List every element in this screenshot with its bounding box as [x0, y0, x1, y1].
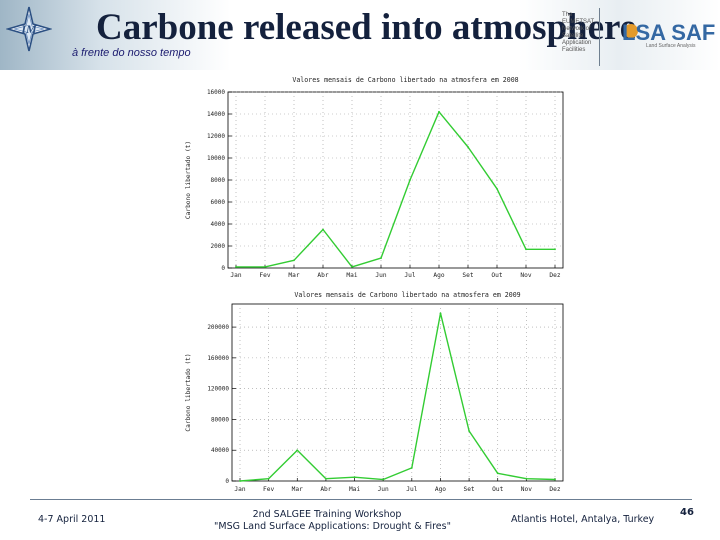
data-point — [353, 476, 356, 479]
y-axis-label: Carbono libertado (t) — [185, 141, 192, 219]
x-tick-label: Mar — [292, 486, 303, 493]
x-tick-label: Abr — [320, 486, 331, 493]
x-tick-label: Jun — [375, 272, 386, 279]
x-tick-label: Ago — [433, 272, 444, 279]
partner-network-text: The EUMETSAT Network of Satellite Applic… — [562, 12, 595, 53]
x-tick-label: Dez — [549, 486, 560, 493]
x-tick-label: Set — [463, 486, 474, 493]
data-point — [296, 449, 299, 452]
footer-event: 2nd SALGEE Training Workshop "MSG Land S… — [214, 509, 451, 533]
x-tick-label: Mai — [349, 486, 360, 493]
data-point — [496, 187, 498, 190]
y-tick-label: 16000 — [207, 89, 225, 96]
y-tick-label: 80000 — [211, 416, 229, 423]
y-tick-label: 10000 — [207, 155, 225, 162]
data-point — [382, 478, 385, 481]
data-point — [380, 257, 382, 259]
y-tick-label: 0 — [221, 265, 225, 272]
series-line — [239, 312, 556, 482]
data-point — [322, 228, 324, 231]
data-point — [325, 477, 327, 480]
lsa-saf-logo-text: LSA SAF — [622, 20, 716, 45]
y-tick-label: 14000 — [207, 111, 225, 118]
chart-2008: Valores mensais de Carbono libertado na … — [180, 72, 570, 284]
y-tick-label: 2000 — [211, 243, 226, 250]
lsa-saf-orb-icon — [624, 24, 638, 38]
page-number: 46 — [680, 507, 694, 518]
y-tick-label: 160000 — [207, 355, 229, 362]
x-tick-label: Jun — [378, 486, 389, 493]
data-point — [554, 478, 556, 481]
x-tick-label: Nov — [520, 272, 531, 279]
x-tick-label: Ago — [435, 486, 446, 493]
data-point — [496, 472, 499, 475]
data-point — [525, 477, 528, 480]
x-tick-label: Jul — [404, 272, 415, 279]
x-tick-label: Mar — [288, 272, 299, 279]
data-point — [438, 110, 440, 113]
lsa-saf-logo: LSA SAF Land Surface Analysis — [622, 20, 715, 49]
y-tick-label: 0 — [225, 478, 229, 485]
footer-date: 4-7 April 2011 — [38, 514, 106, 525]
plot-frame — [231, 303, 564, 482]
data-point — [554, 248, 556, 251]
x-tick-label: Dez — [549, 272, 560, 279]
x-tick-label: Set — [462, 272, 473, 279]
data-point — [239, 480, 241, 482]
footer-event-subtitle: "MSG Land Surface Applications: Drought … — [214, 521, 451, 532]
chart-title: Valores mensais de Carbono libertado na … — [294, 291, 520, 299]
x-tick-label: Nov — [521, 486, 532, 493]
data-point — [525, 248, 527, 251]
data-point — [409, 179, 411, 181]
data-point — [264, 266, 266, 268]
x-tick-label: Abr — [317, 272, 328, 279]
data-point — [439, 312, 442, 315]
y-axis-label: Carbono libertado (t) — [185, 353, 192, 431]
footer-divider — [30, 499, 692, 500]
data-point — [235, 266, 237, 268]
x-tick-label: Fev — [259, 272, 270, 279]
x-tick-label: Out — [492, 486, 503, 493]
x-tick-label: Jul — [406, 486, 417, 493]
x-tick-label: Mai — [346, 272, 357, 279]
x-tick-label: Fev — [263, 486, 274, 493]
data-point — [351, 266, 353, 268]
y-tick-label: 200000 — [207, 324, 229, 331]
y-tick-label: 8000 — [211, 177, 226, 184]
data-point — [410, 467, 413, 469]
chart-title: Valores mensais de Carbono libertado na … — [292, 76, 518, 84]
footer-venue: Atlantis Hotel, Antalya, Turkey — [511, 514, 655, 525]
y-tick-label: 120000 — [207, 386, 229, 393]
data-point — [467, 146, 469, 148]
chart-2009: Valores mensais de Carbono libertado na … — [180, 288, 570, 498]
lsa-saf-tagline: Land Surface Analysis — [646, 43, 696, 49]
data-point — [468, 430, 470, 432]
page-subtitle: à frente do nosso tempo — [72, 47, 191, 59]
y-tick-label: 12000 — [207, 133, 225, 140]
data-point — [293, 259, 295, 262]
x-tick-label: Out — [491, 272, 502, 279]
header-banner — [0, 0, 720, 70]
y-tick-label: 6000 — [211, 199, 226, 206]
im-logo-icon: IM — [6, 6, 52, 52]
y-tick-label: 40000 — [211, 447, 229, 454]
partner-divider — [599, 8, 600, 66]
x-tick-label: Jan — [234, 486, 245, 493]
x-tick-label: Jan — [230, 272, 241, 279]
svg-text:IM: IM — [20, 22, 37, 36]
series-line — [236, 111, 555, 268]
page-title: Carbone released into atmosphere — [96, 7, 637, 48]
footer-event-title: 2nd SALGEE Training Workshop — [252, 509, 402, 520]
data-point — [267, 477, 270, 480]
y-tick-label: 4000 — [211, 221, 226, 228]
